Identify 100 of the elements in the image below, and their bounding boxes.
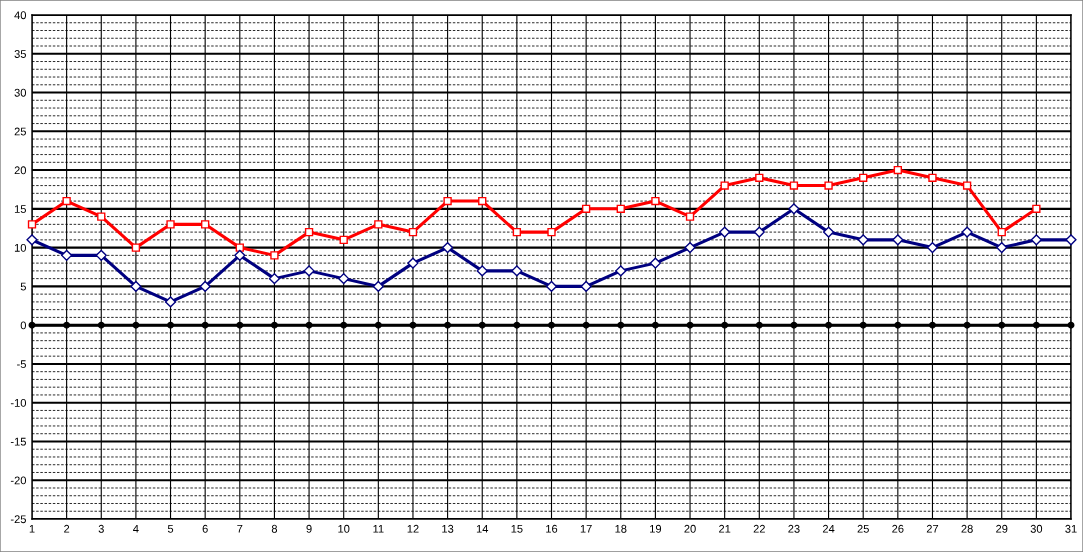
- point: [790, 321, 798, 329]
- point: [651, 196, 660, 206]
- point: [996, 242, 1008, 254]
- point: [926, 242, 939, 254]
- point: [444, 321, 452, 329]
- y-tick-label: 25: [14, 127, 26, 136]
- point: [753, 226, 765, 238]
- point: [755, 173, 764, 182]
- point: [372, 280, 384, 292]
- point: [825, 321, 833, 329]
- y-tick-label: 0: [20, 321, 27, 330]
- point: [97, 321, 105, 329]
- x-tick-label: 15: [511, 524, 523, 533]
- point: [339, 235, 348, 245]
- x-tick-label: 27: [926, 524, 939, 533]
- point: [441, 242, 454, 254]
- x-tick-label: 20: [684, 524, 696, 533]
- y-tick-label: 10: [14, 243, 27, 252]
- x-tick-label: 26: [892, 524, 904, 533]
- point: [166, 220, 175, 229]
- point: [27, 220, 37, 229]
- point: [685, 212, 695, 221]
- point: [408, 227, 418, 237]
- point: [615, 265, 627, 277]
- point: [338, 273, 350, 285]
- point: [1065, 234, 1077, 246]
- point: [651, 321, 659, 329]
- point: [580, 280, 592, 292]
- point: [1067, 321, 1075, 329]
- point: [132, 321, 140, 329]
- point: [961, 226, 973, 238]
- point: [719, 226, 731, 238]
- point: [928, 321, 936, 329]
- point: [305, 321, 313, 329]
- y-tick-label: -20: [10, 476, 27, 485]
- point: [859, 173, 868, 182]
- point: [892, 234, 904, 246]
- point: [97, 212, 106, 221]
- point: [824, 181, 833, 190]
- point: [270, 251, 279, 260]
- x-tick-label: 25: [857, 524, 869, 533]
- x-tick-label: 18: [615, 524, 627, 533]
- x-tick-label: 28: [961, 524, 973, 533]
- point: [720, 181, 729, 190]
- point: [617, 321, 625, 329]
- x-tick-label: 3: [98, 524, 104, 533]
- x-tick-label: 7: [237, 524, 243, 533]
- x-tick-label: 12: [407, 524, 419, 533]
- point: [478, 196, 487, 206]
- point: [893, 165, 903, 175]
- point: [478, 321, 486, 329]
- point: [789, 181, 799, 190]
- x-tick-label: 22: [753, 524, 765, 533]
- point: [511, 265, 523, 277]
- point: [62, 196, 71, 206]
- y-tick-label: 35: [14, 50, 26, 58]
- y-tick-label: 20: [14, 166, 27, 175]
- x-tick-label: 6: [202, 524, 208, 533]
- point: [28, 321, 36, 329]
- point: [547, 227, 556, 237]
- point: [167, 321, 175, 329]
- x-tick-label: 29: [996, 524, 1008, 533]
- point: [755, 321, 763, 329]
- y-tick-label: 30: [14, 88, 27, 97]
- x-tick-label: 16: [546, 524, 558, 533]
- point: [443, 196, 452, 206]
- point: [407, 257, 419, 269]
- x-tick-label: 10: [338, 524, 350, 533]
- point: [616, 204, 625, 214]
- x-tick-label: 17: [580, 524, 592, 533]
- y-tick-label: -5: [17, 360, 26, 369]
- point: [512, 227, 522, 237]
- point: [894, 321, 902, 329]
- y-tick-label: 5: [20, 282, 26, 291]
- point: [859, 321, 867, 329]
- x-tick-label: 5: [167, 524, 174, 533]
- x-tick-label: 23: [788, 524, 800, 533]
- point: [374, 321, 382, 329]
- x-tick-label: 30: [1030, 524, 1043, 533]
- x-tick-label: 14: [476, 524, 489, 533]
- point: [962, 181, 972, 190]
- point: [63, 321, 71, 329]
- point: [234, 249, 246, 261]
- point: [303, 265, 315, 277]
- x-tick-label: 21: [719, 524, 731, 533]
- x-tick-label: 1: [29, 524, 35, 533]
- x-tick-label: 11: [373, 524, 384, 533]
- point: [304, 227, 314, 237]
- point: [199, 280, 211, 292]
- point: [548, 321, 555, 329]
- point: [649, 257, 662, 269]
- point: [374, 220, 383, 229]
- y-tick-label: -25: [10, 515, 26, 524]
- point: [998, 321, 1006, 329]
- point: [581, 204, 591, 214]
- y-tick-label: 40: [14, 11, 27, 20]
- point: [236, 321, 244, 329]
- point: [963, 321, 971, 329]
- point: [684, 242, 696, 254]
- x-tick-label: 2: [64, 524, 70, 533]
